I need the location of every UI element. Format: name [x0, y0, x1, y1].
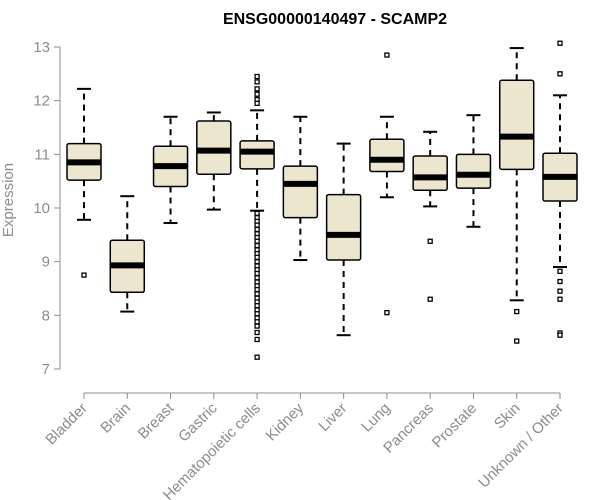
x-tick-label: Breast	[135, 399, 178, 442]
outlier-point	[557, 268, 563, 274]
box-hematopoietic-cells	[239, 73, 275, 360]
box-lung	[369, 52, 405, 316]
box-iqr	[325, 193, 362, 261]
x-tick-label: Brain	[97, 400, 134, 437]
x-tick-label: Liver	[315, 400, 350, 435]
box-breast	[152, 115, 189, 225]
outlier-point	[254, 91, 260, 97]
outlier-point	[254, 323, 260, 329]
outlier-point	[81, 272, 87, 278]
box-iqr	[412, 155, 448, 192]
outlier-point	[254, 226, 260, 233]
box-prostate	[455, 114, 492, 228]
outlier-point	[384, 309, 390, 316]
outlier-point	[254, 311, 260, 317]
box-bladder	[66, 87, 102, 278]
box-iqr	[239, 140, 275, 170]
y-tick-label: 12	[33, 93, 50, 110]
box-gastric	[196, 111, 232, 211]
outlier-point	[254, 303, 260, 309]
y-axis-label: Expression	[0, 163, 17, 237]
x-tick-label: Skin	[491, 400, 524, 433]
outlier-point	[254, 254, 260, 261]
outlier-point	[427, 296, 433, 302]
box-brain	[109, 195, 146, 313]
box-pancreas	[412, 130, 448, 302]
y-axis: 7 8 9 10 11 12 13	[33, 39, 61, 378]
outlier-point	[254, 73, 260, 80]
x-tick-label: Lung	[358, 400, 394, 436]
outlier-point	[254, 222, 260, 228]
box-iqr	[282, 165, 319, 219]
outlier-point	[254, 286, 260, 293]
y-tick-label: 9	[42, 254, 50, 271]
outlier-point	[254, 100, 260, 106]
outlier-point	[254, 291, 260, 297]
plot-area	[66, 40, 578, 360]
y-tick-label: 7	[42, 361, 50, 378]
outlier-point	[254, 86, 260, 92]
chart-title: ENSG00000140497 - SCAMP2	[223, 11, 447, 28]
outlier-point	[514, 338, 520, 344]
outlier-point	[557, 288, 563, 294]
y-tick-label: 8	[42, 307, 50, 324]
x-tick-label: Prostate	[429, 400, 481, 452]
outlier-point	[427, 238, 433, 244]
outlier-point	[254, 319, 260, 325]
outlier-point	[557, 71, 563, 77]
outlier-point	[557, 332, 563, 338]
box-liver	[325, 142, 362, 337]
outlier-point	[254, 242, 260, 249]
outlier-point	[254, 329, 260, 336]
outlier-point	[254, 210, 260, 217]
box-iqr	[498, 79, 535, 171]
x-tick-label: Kidney	[263, 399, 308, 444]
outlier-point	[254, 270, 260, 277]
y-tick-label: 11	[34, 146, 50, 163]
outlier-point	[384, 52, 390, 58]
outlier-point	[557, 296, 563, 302]
box-unknown-other	[542, 40, 578, 338]
y-tick-label: 13	[33, 39, 50, 56]
outlier-point	[514, 308, 520, 315]
outlier-point	[254, 275, 260, 281]
x-tick-label: Bladder	[42, 400, 91, 449]
y-tick-label: 10	[33, 200, 50, 217]
box-kidney	[282, 115, 319, 262]
box-iqr	[369, 138, 405, 173]
outlier-point	[254, 238, 260, 244]
box-iqr	[455, 153, 492, 189]
outlier-point	[557, 278, 563, 285]
outlier-point	[254, 79, 260, 85]
box-skin	[498, 47, 535, 344]
outlier-point	[254, 354, 260, 360]
outlier-point	[254, 336, 260, 343]
outlier-point	[254, 259, 260, 265]
outlier-point	[557, 40, 563, 46]
